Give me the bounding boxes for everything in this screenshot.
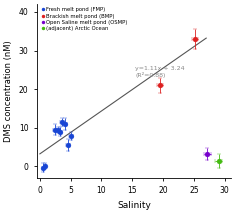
X-axis label: Salinity: Salinity	[117, 201, 151, 210]
Y-axis label: DMS concentration (nM): DMS concentration (nM)	[4, 40, 13, 142]
Legend: Fresh melt pond (FMP), Brackish melt pond (BMP), Open Saline melt pond (OSMP), (: Fresh melt pond (FMP), Brackish melt pon…	[41, 7, 128, 32]
Text: y=1.11x + 3.24
(R²=0.88): y=1.11x + 3.24 (R²=0.88)	[135, 66, 185, 78]
